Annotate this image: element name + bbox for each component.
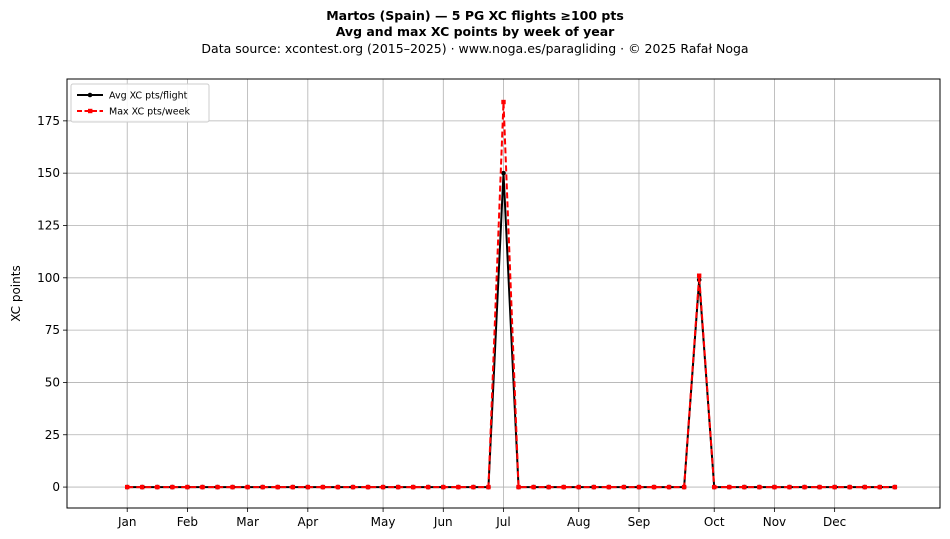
y-tick-label: 100 xyxy=(37,271,60,285)
series-2-point xyxy=(200,484,205,490)
y-tick-label: 25 xyxy=(45,428,60,442)
series-2-point xyxy=(335,484,341,490)
x-tick-label: Jan xyxy=(117,515,137,529)
series-2-point xyxy=(516,484,521,490)
series-2-point xyxy=(862,484,867,490)
x-tick-label: Jun xyxy=(433,515,453,529)
series-line-2 xyxy=(127,101,895,489)
series-2-point xyxy=(185,484,190,490)
series-2-point xyxy=(260,484,265,490)
series-2-point xyxy=(832,484,837,490)
series-2-point xyxy=(320,484,326,490)
chart-source-line: Data source: xcontest.org (2015–2025) · … xyxy=(201,41,749,56)
series-2-point xyxy=(696,273,702,278)
series-2-point xyxy=(215,484,220,490)
tick-layer: 0 25 50 75 100 125 150 175 Jan Feb Mar Apr May Jun Jul… xyxy=(37,114,846,529)
series-2-point xyxy=(140,484,145,490)
series-2-point xyxy=(591,484,597,490)
series-2-point xyxy=(441,484,446,490)
chart-title: Martos (Spain) — 5 PG XC flights ≥100 pt… xyxy=(326,8,624,23)
legend-swatch-marker xyxy=(87,92,93,98)
series-2-point xyxy=(290,484,295,490)
series-2-point xyxy=(877,484,882,490)
series-2-point xyxy=(651,484,657,490)
x-tick-label: Apr xyxy=(297,515,318,529)
series-2-point xyxy=(892,484,898,490)
y-tick-label: 75 xyxy=(45,323,60,337)
legend-box xyxy=(70,83,210,123)
series-2-point xyxy=(380,484,386,490)
y-tick-label: 125 xyxy=(37,218,60,232)
series-layer xyxy=(124,99,898,490)
y-tick-label: 50 xyxy=(45,375,60,389)
series-2-point xyxy=(245,484,250,490)
series-2-point xyxy=(817,484,822,490)
series-2-point xyxy=(155,484,160,490)
y-tick-label: 175 xyxy=(37,114,60,128)
series-2-point xyxy=(395,484,401,490)
series-2-point xyxy=(230,484,235,490)
series-2-point xyxy=(787,484,792,490)
legend-label: Avg XC pts/flight xyxy=(109,91,188,102)
series-2-point xyxy=(350,484,356,490)
series-2-point xyxy=(772,484,777,490)
series-2-point xyxy=(275,484,280,490)
series-2-point xyxy=(531,484,536,490)
x-tick-label: Feb xyxy=(177,515,198,529)
series-1-point xyxy=(501,170,506,176)
x-tick-label: Oct xyxy=(704,515,725,529)
series-2-point xyxy=(561,484,566,490)
series-2-point xyxy=(636,484,642,490)
series-2-point xyxy=(847,484,852,490)
x-tick-label: Aug xyxy=(567,515,590,529)
x-tick-label: May xyxy=(371,515,396,529)
series-2-point xyxy=(546,484,551,490)
x-tick-label: Mar xyxy=(236,515,259,529)
series-2-point xyxy=(757,484,762,490)
series-2-point xyxy=(621,484,627,490)
y-tick-label: 150 xyxy=(37,166,60,180)
series-2-point xyxy=(712,484,717,490)
x-tick-label: Sep xyxy=(628,515,651,529)
series-2-point xyxy=(170,484,175,490)
series-2-point xyxy=(365,484,371,490)
series-2-point xyxy=(471,484,476,490)
legend-label: Max XC pts/week xyxy=(109,107,190,118)
series-2-point xyxy=(410,484,416,490)
y-axis-label: XC points xyxy=(9,265,23,321)
legend-swatch-marker xyxy=(88,108,93,114)
series-2-point xyxy=(456,484,461,490)
series-2-point xyxy=(576,484,581,490)
series-2-point xyxy=(486,484,491,490)
series-2-point xyxy=(426,484,431,490)
series-2-point xyxy=(742,484,747,490)
series-2-point xyxy=(666,484,672,490)
chart-subtitle: Avg and max XC points by week of year xyxy=(335,24,615,39)
series-2-point xyxy=(802,484,807,490)
series-2-point xyxy=(606,484,612,490)
chart-titles: Martos (Spain) — 5 PG XC flights ≥100 pt… xyxy=(0,8,950,57)
y-tick-label: 0 xyxy=(52,480,60,494)
series-2-point xyxy=(305,484,311,490)
series-2-point xyxy=(727,484,732,490)
series-2-point xyxy=(501,99,506,105)
legend: Avg XC pts/flight Max XC pts/week xyxy=(70,83,210,123)
grid-layer xyxy=(67,79,940,508)
x-tick-label: Nov xyxy=(763,515,786,529)
series-2-point xyxy=(681,484,687,490)
series-2-point xyxy=(125,484,130,490)
x-tick-label: Jul xyxy=(495,515,510,529)
x-tick-label: Dec xyxy=(823,515,846,529)
